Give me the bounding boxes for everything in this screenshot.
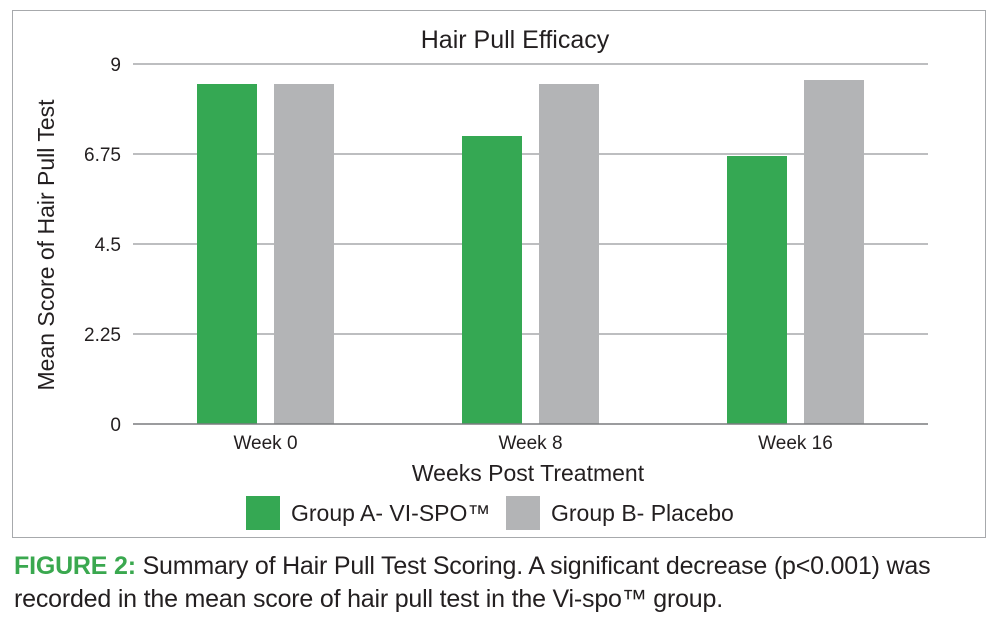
y-tick-label: 9 bbox=[110, 55, 121, 76]
legend-label-group-a: Group A- VI-SPO™ bbox=[291, 500, 490, 526]
bars bbox=[197, 80, 864, 424]
y-tick-label: 4.5 bbox=[95, 235, 121, 256]
bar-group-b bbox=[539, 84, 599, 424]
y-tick-label: 2.25 bbox=[84, 325, 121, 346]
y-tick-label: 6.75 bbox=[84, 145, 121, 166]
chart-title: Hair Pull Efficacy bbox=[421, 26, 610, 54]
x-tick-label: Week 16 bbox=[758, 433, 833, 454]
x-tick-label: Week 0 bbox=[233, 433, 297, 454]
x-axis-label: Weeks Post Treatment bbox=[412, 460, 645, 486]
figure-caption: FIGURE 2: Summary of Hair Pull Test Scor… bbox=[14, 550, 989, 616]
legend-swatch-group-a bbox=[246, 496, 280, 530]
bar-group-a bbox=[727, 156, 787, 424]
bar-group-b bbox=[804, 80, 864, 424]
bar-group-b bbox=[274, 84, 334, 424]
bar-group-a bbox=[197, 84, 257, 424]
hair-pull-chart: Hair Pull Efficacy 0 2.25 4.5 6.75 9 Week 0 We… bbox=[33, 26, 928, 530]
legend-label-group-b: Group B- Placebo bbox=[551, 500, 734, 526]
bar-group-a bbox=[462, 136, 522, 424]
y-axis-label: Mean Score of Hair Pull Test bbox=[33, 99, 59, 391]
axes: 0 2.25 4.5 6.75 9 Week 0 Week 8 Week 16 bbox=[84, 55, 928, 454]
x-tick-label: Week 8 bbox=[498, 433, 562, 454]
legend: Group A- VI-SPO™ Group B- Placebo bbox=[246, 496, 734, 530]
legend-swatch-group-b bbox=[506, 496, 540, 530]
figure-label: FIGURE 2: bbox=[14, 552, 136, 580]
gridlines bbox=[133, 63, 928, 335]
y-tick-label: 0 bbox=[110, 415, 121, 436]
figure-caption-text: Summary of Hair Pull Test Scoring. A sig… bbox=[14, 552, 931, 613]
